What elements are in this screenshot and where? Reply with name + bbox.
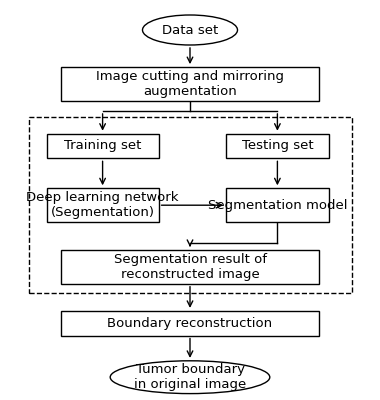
FancyBboxPatch shape (61, 67, 319, 101)
Text: Testing set: Testing set (242, 140, 313, 152)
FancyBboxPatch shape (61, 311, 319, 336)
Text: Data set: Data set (162, 24, 218, 36)
Text: Boundary reconstruction: Boundary reconstruction (108, 317, 272, 330)
Text: Segmentation model: Segmentation model (207, 199, 347, 212)
Text: Tumor boundary
in original image: Tumor boundary in original image (134, 363, 246, 391)
FancyBboxPatch shape (47, 188, 159, 222)
FancyBboxPatch shape (226, 188, 329, 222)
Ellipse shape (110, 361, 270, 394)
FancyBboxPatch shape (61, 250, 319, 284)
Text: Deep learning network
(Segmentation): Deep learning network (Segmentation) (26, 191, 179, 219)
Text: Image cutting and mirroring
augmentation: Image cutting and mirroring augmentation (96, 70, 284, 98)
FancyBboxPatch shape (47, 134, 159, 158)
Text: Training set: Training set (64, 140, 141, 152)
Ellipse shape (142, 15, 238, 45)
FancyBboxPatch shape (226, 134, 329, 158)
Text: Segmentation result of
reconstructed image: Segmentation result of reconstructed ima… (114, 253, 266, 281)
